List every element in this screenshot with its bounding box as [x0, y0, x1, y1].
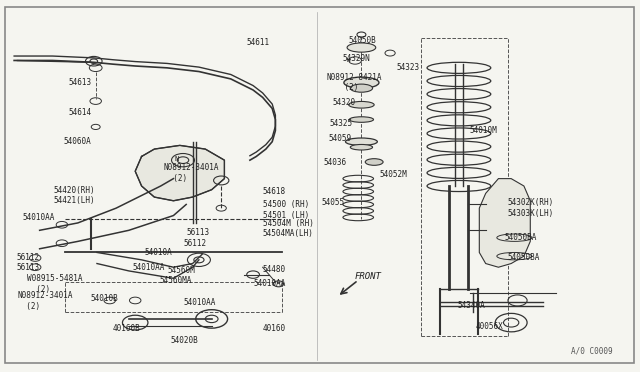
Text: 54059: 54059 — [328, 134, 351, 142]
Text: 54050BA: 54050BA — [505, 233, 537, 242]
Ellipse shape — [349, 117, 374, 122]
Text: 54500 (RH)
54501 (LH): 54500 (RH) 54501 (LH) — [262, 200, 309, 220]
Text: 54010AA: 54010AA — [132, 263, 164, 272]
Text: 56112: 56112 — [17, 253, 40, 263]
Text: N: N — [175, 156, 179, 163]
Text: 54613: 54613 — [68, 78, 92, 87]
Text: A/0 C0009: A/0 C0009 — [572, 347, 613, 356]
Text: 54325: 54325 — [330, 119, 353, 128]
Text: 40160B: 40160B — [113, 324, 141, 333]
Text: FRONT: FRONT — [355, 272, 382, 281]
Text: 54010B: 54010B — [91, 294, 118, 303]
Text: 54614: 54614 — [68, 108, 92, 117]
Text: 54320: 54320 — [333, 99, 356, 108]
Text: N08912-3401A
  (2): N08912-3401A (2) — [164, 163, 220, 183]
Text: 54611: 54611 — [246, 38, 270, 46]
Text: 40160: 40160 — [262, 324, 286, 333]
Ellipse shape — [344, 77, 379, 88]
Text: 54010AA: 54010AA — [183, 298, 216, 307]
Text: N08912-8421A
    (2): N08912-8421A (2) — [326, 73, 382, 92]
Ellipse shape — [349, 102, 374, 108]
Text: 54036: 54036 — [323, 157, 346, 167]
Text: 54050B: 54050B — [349, 36, 376, 45]
Text: 54302K(RH)
54303K(LH): 54302K(RH) 54303K(LH) — [508, 198, 554, 218]
Ellipse shape — [347, 43, 376, 52]
Text: 54560MA: 54560MA — [159, 276, 192, 285]
Text: 56113: 56113 — [17, 263, 40, 272]
Text: 56112: 56112 — [183, 239, 206, 248]
Text: 56113: 56113 — [186, 228, 209, 237]
Text: N: N — [347, 58, 351, 62]
Text: 40056X: 40056X — [476, 322, 504, 331]
Ellipse shape — [365, 159, 383, 165]
FancyBboxPatch shape — [4, 7, 634, 363]
Text: 54010AA: 54010AA — [22, 213, 55, 222]
Polygon shape — [135, 145, 225, 201]
Text: 54050BA: 54050BA — [508, 253, 540, 263]
Polygon shape — [479, 179, 531, 267]
Ellipse shape — [346, 138, 378, 145]
Text: 54010M: 54010M — [470, 126, 497, 135]
Text: 54323: 54323 — [396, 63, 420, 72]
Ellipse shape — [350, 144, 372, 150]
Text: 54052M: 54052M — [380, 170, 407, 179]
Text: 54618: 54618 — [262, 187, 286, 196]
Text: 54420(RH)
54421(LH): 54420(RH) 54421(LH) — [54, 186, 95, 205]
Text: 54055: 54055 — [321, 198, 344, 207]
Ellipse shape — [350, 84, 372, 92]
Text: 54010A: 54010A — [145, 248, 173, 257]
Text: 54340A: 54340A — [457, 301, 484, 311]
Text: 54060A: 54060A — [64, 137, 92, 146]
Text: W08915-5481A
  (2): W08915-5481A (2) — [27, 274, 83, 294]
Text: N08912-3401A
  (2): N08912-3401A (2) — [17, 292, 73, 311]
Text: 54504M (RH)
54504MA(LH): 54504M (RH) 54504MA(LH) — [262, 219, 314, 238]
Text: 54480: 54480 — [262, 264, 286, 273]
Text: 54329N: 54329N — [342, 54, 370, 63]
Text: 54560M: 54560M — [167, 266, 195, 275]
Text: 54020B: 54020B — [170, 336, 198, 345]
Text: 54010AA: 54010AA — [253, 279, 285, 288]
